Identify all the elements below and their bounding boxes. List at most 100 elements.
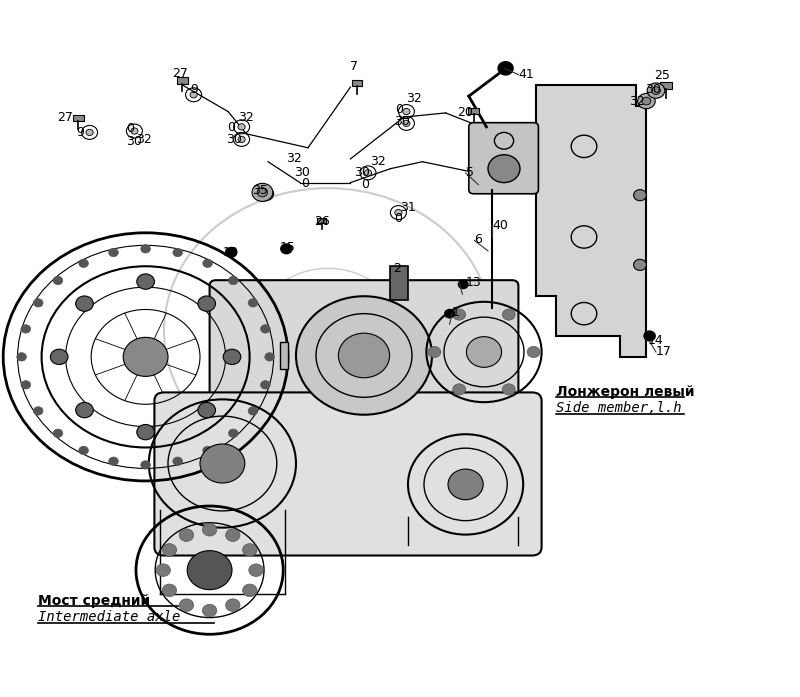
Circle shape <box>202 604 217 617</box>
Text: 1: 1 <box>452 306 460 319</box>
Text: 30: 30 <box>394 115 410 128</box>
Circle shape <box>248 407 258 415</box>
Circle shape <box>229 276 238 284</box>
Circle shape <box>338 333 390 378</box>
Circle shape <box>394 209 402 216</box>
Circle shape <box>402 108 410 114</box>
Circle shape <box>79 259 89 268</box>
Text: О С: О С <box>253 307 339 351</box>
FancyBboxPatch shape <box>74 115 83 121</box>
Circle shape <box>179 599 194 611</box>
Text: 0: 0 <box>227 121 235 134</box>
FancyBboxPatch shape <box>352 80 362 86</box>
Text: 0: 0 <box>301 177 309 190</box>
Text: 13: 13 <box>466 276 482 289</box>
Text: 5: 5 <box>466 167 474 179</box>
Text: 30: 30 <box>354 167 370 179</box>
Text: 32: 32 <box>406 93 422 105</box>
Circle shape <box>76 402 94 418</box>
Circle shape <box>21 325 30 333</box>
Circle shape <box>190 92 197 98</box>
Circle shape <box>226 599 240 611</box>
Circle shape <box>242 544 257 556</box>
Text: 32: 32 <box>370 155 386 168</box>
Circle shape <box>364 170 371 176</box>
Circle shape <box>78 446 88 454</box>
Circle shape <box>34 406 43 415</box>
Text: 6: 6 <box>474 233 482 245</box>
Circle shape <box>203 446 213 454</box>
FancyBboxPatch shape <box>469 123 538 194</box>
Circle shape <box>141 245 150 253</box>
Circle shape <box>238 137 245 142</box>
FancyBboxPatch shape <box>154 392 542 556</box>
Text: 30: 30 <box>294 167 310 179</box>
Text: 32: 32 <box>629 95 645 107</box>
Text: 31: 31 <box>400 201 416 214</box>
Circle shape <box>202 523 217 536</box>
Text: 32: 32 <box>238 111 254 123</box>
Text: 30: 30 <box>126 135 142 148</box>
Text: 30: 30 <box>645 83 661 95</box>
Text: 0: 0 <box>394 212 402 224</box>
Circle shape <box>242 584 257 597</box>
Text: 14: 14 <box>648 334 664 346</box>
Circle shape <box>50 349 68 365</box>
Text: 0: 0 <box>126 123 134 135</box>
Circle shape <box>502 384 515 395</box>
Bar <box>390 266 408 300</box>
Circle shape <box>466 337 502 367</box>
Circle shape <box>445 309 454 318</box>
Text: 26: 26 <box>314 215 330 228</box>
Text: 17: 17 <box>656 346 672 358</box>
Text: 41: 41 <box>518 68 534 81</box>
Circle shape <box>179 529 194 542</box>
Text: 32: 32 <box>136 133 152 146</box>
Circle shape <box>53 276 62 284</box>
Circle shape <box>34 298 43 307</box>
Circle shape <box>53 429 62 438</box>
Circle shape <box>109 248 118 256</box>
Text: 20: 20 <box>458 107 474 119</box>
Circle shape <box>238 124 245 130</box>
Text: 10: 10 <box>222 246 238 259</box>
Circle shape <box>644 331 655 341</box>
Text: 40: 40 <box>492 219 508 231</box>
Circle shape <box>402 121 410 126</box>
Circle shape <box>527 346 540 358</box>
FancyBboxPatch shape <box>317 217 326 223</box>
Circle shape <box>248 298 258 307</box>
Circle shape <box>258 187 267 197</box>
Circle shape <box>281 244 292 254</box>
Circle shape <box>261 325 270 333</box>
Circle shape <box>638 93 655 109</box>
Circle shape <box>137 274 154 289</box>
Circle shape <box>198 296 215 312</box>
Text: 25: 25 <box>654 69 670 82</box>
Circle shape <box>229 429 238 438</box>
Text: 7: 7 <box>350 60 358 72</box>
Circle shape <box>634 259 646 270</box>
Circle shape <box>296 296 432 415</box>
Circle shape <box>203 259 213 268</box>
Text: 9: 9 <box>190 83 198 95</box>
Circle shape <box>187 551 232 590</box>
Circle shape <box>156 564 170 576</box>
Circle shape <box>223 349 241 365</box>
Circle shape <box>448 469 483 500</box>
Text: 35: 35 <box>252 184 268 197</box>
Text: Intermediate axle: Intermediate axle <box>38 610 181 624</box>
Circle shape <box>265 353 274 361</box>
Text: 32: 32 <box>286 153 302 165</box>
Text: 15: 15 <box>280 241 296 254</box>
Circle shape <box>200 444 245 483</box>
Text: 0: 0 <box>395 103 403 116</box>
FancyBboxPatch shape <box>659 82 672 89</box>
Circle shape <box>261 381 270 389</box>
Circle shape <box>488 155 520 183</box>
Circle shape <box>21 381 30 389</box>
Circle shape <box>498 62 513 75</box>
Text: 2: 2 <box>394 262 402 275</box>
Circle shape <box>226 529 240 542</box>
Circle shape <box>226 247 237 257</box>
